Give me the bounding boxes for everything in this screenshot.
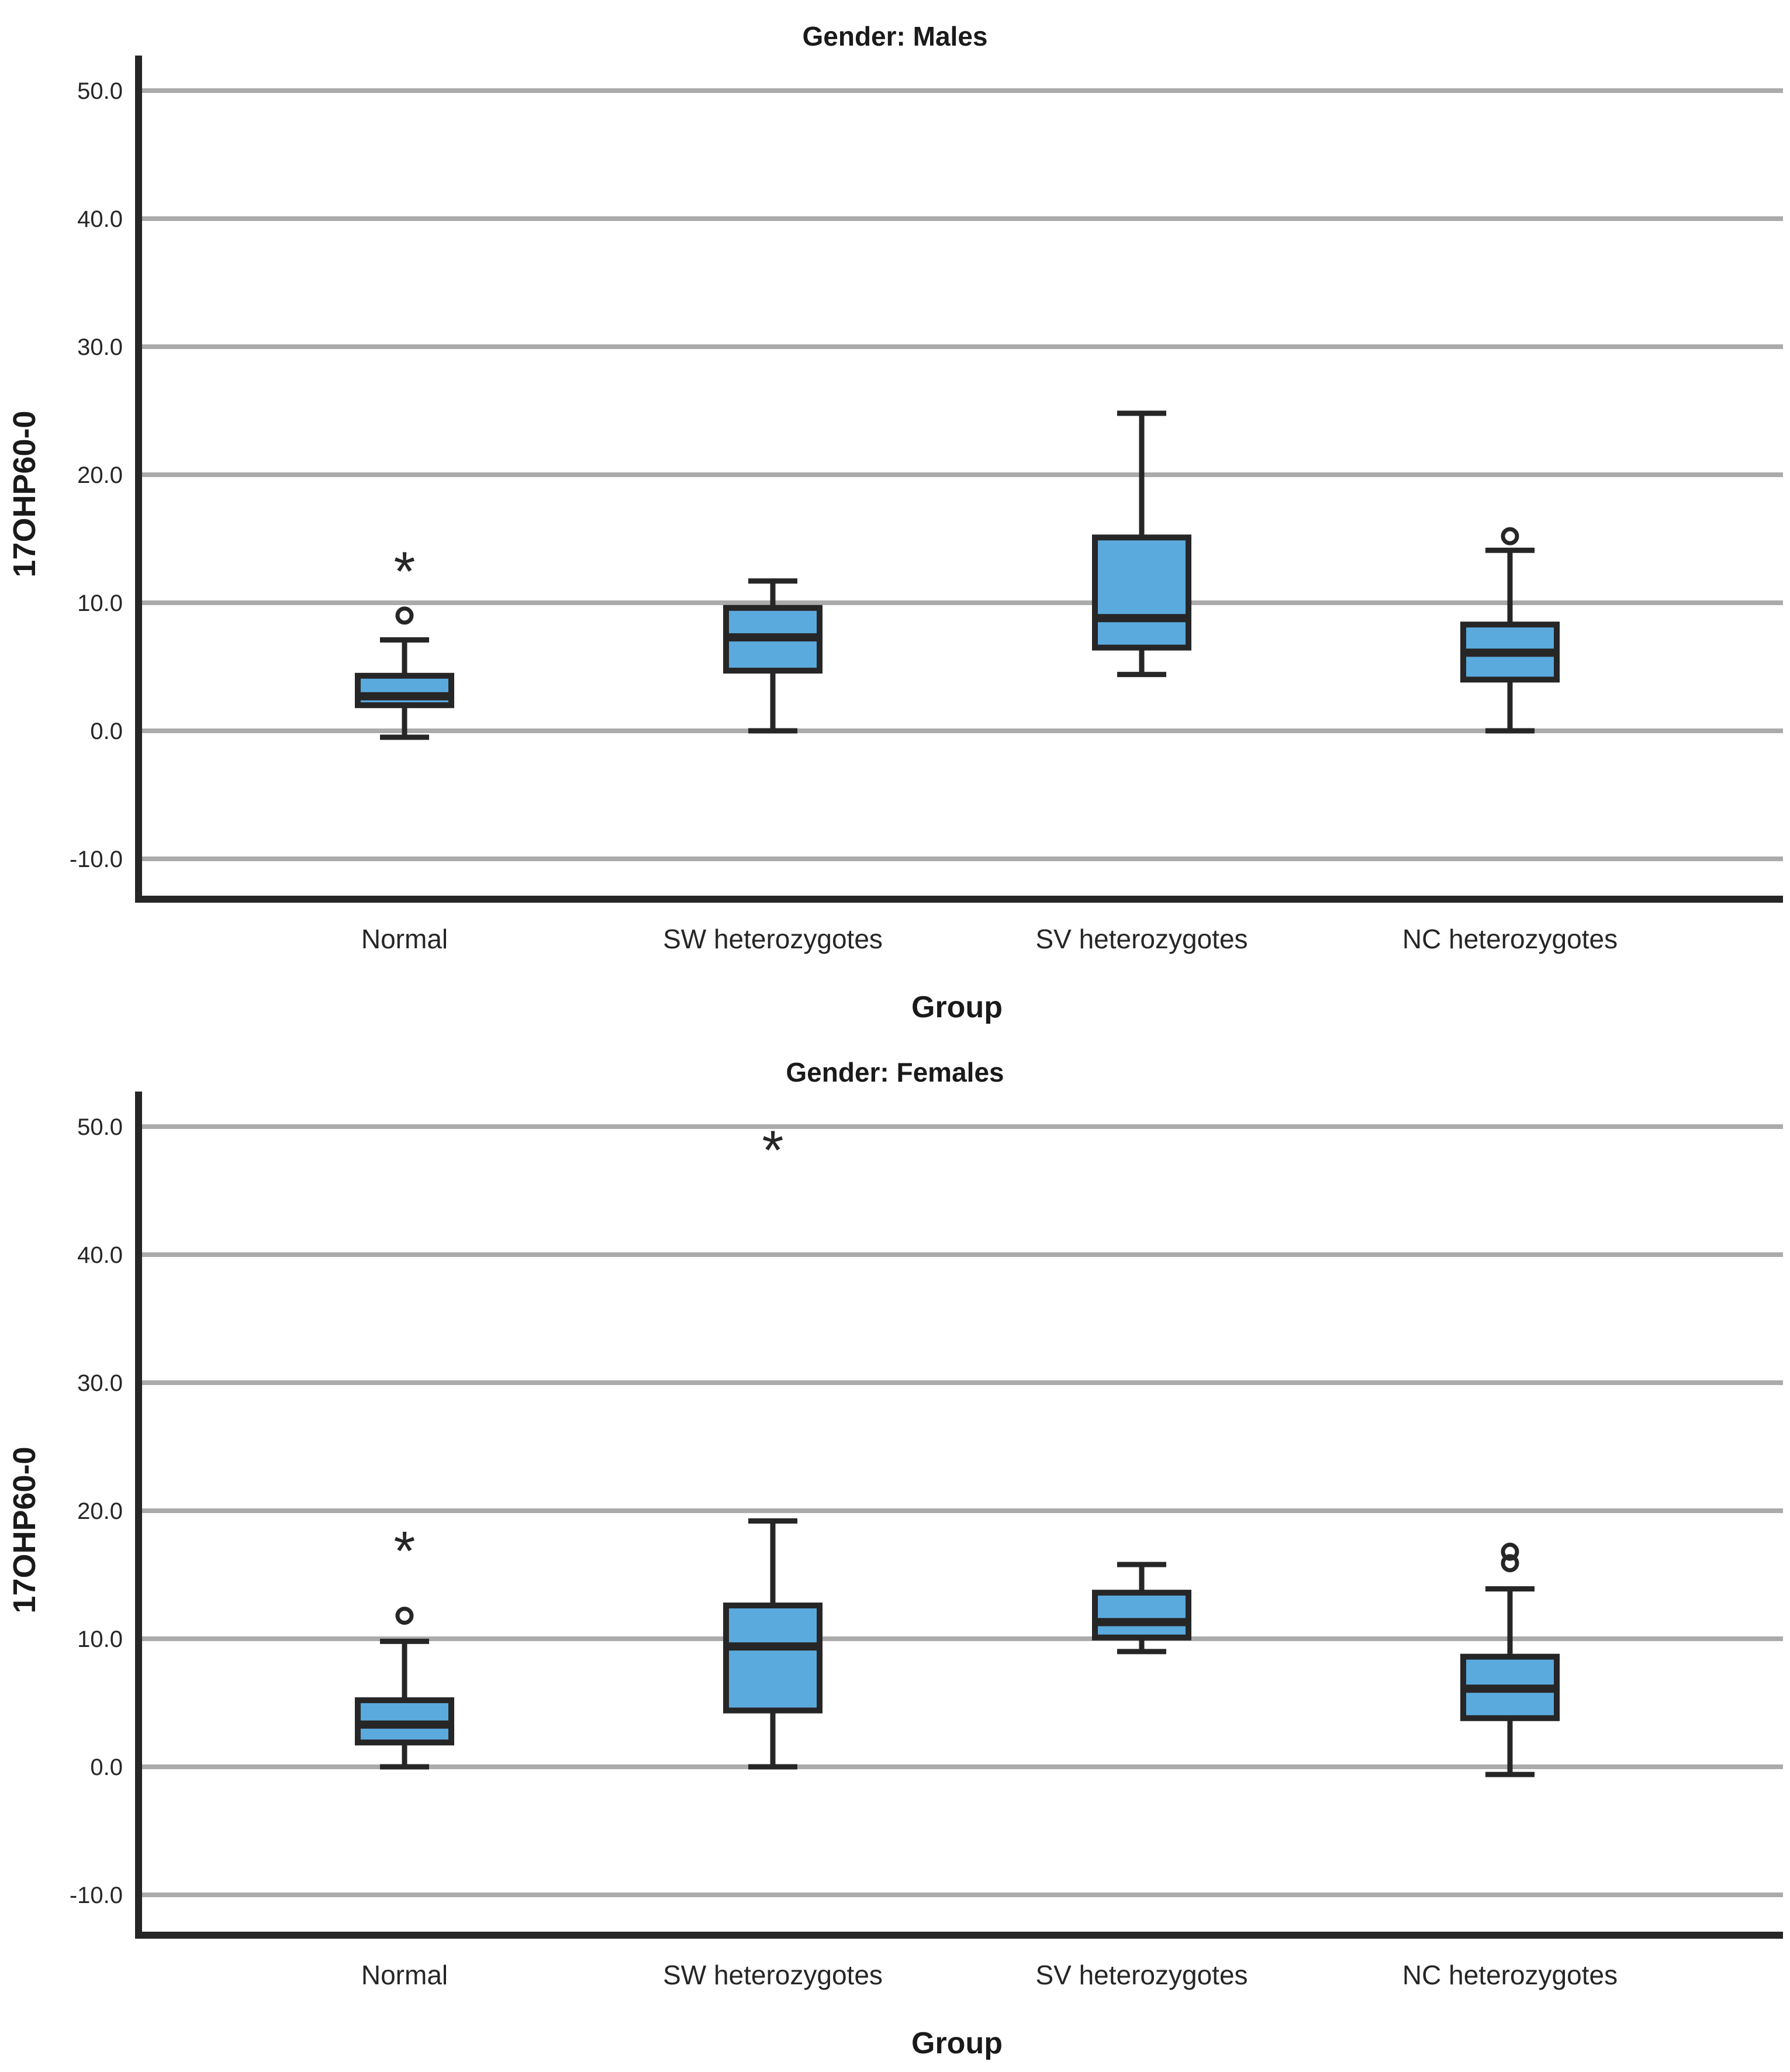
outlier-star-marker: * — [762, 1120, 784, 1182]
y-tick-label: 20.0 — [77, 462, 123, 488]
y-axis-label: 17OHP60-0 — [7, 410, 42, 577]
category-label: NC heterozygotes — [1402, 1960, 1618, 1990]
y-tick-label: 0.0 — [90, 1755, 123, 1780]
category-label: SW heterozygotes — [663, 924, 883, 954]
outlier-circle-marker — [395, 606, 414, 625]
y-axis-label: 17OHP60-0 — [7, 1446, 42, 1613]
series-layer: * — [355, 410, 1560, 740]
y-tick-label: 20.0 — [77, 1498, 123, 1524]
females-boxplot-panel: Gender: Females 17OHP60-0 50.0 40.0 30.0… — [0, 1036, 1790, 2072]
y-tick-label: -10.0 — [70, 847, 123, 872]
category-label: SW heterozygotes — [663, 1960, 883, 1990]
boxplot-nc-heterozygotes — [1460, 527, 1560, 734]
iqr-box — [723, 1603, 823, 1714]
y-tick-label: 30.0 — [77, 1370, 123, 1396]
x-axis-label: Group — [911, 990, 1003, 1024]
outlier-star-marker: * — [394, 540, 416, 602]
boxplot-normal: * — [355, 1520, 454, 1770]
y-tick-label: 30.0 — [77, 334, 123, 360]
boxplot-sw-heterozygotes: * — [723, 1120, 823, 1770]
y-tick-label: -10.0 — [70, 1883, 123, 1908]
category-label: SV heterozygotes — [1035, 1960, 1248, 1990]
chart-title: Gender: Females — [786, 1057, 1004, 1087]
outlier-star-marker: * — [394, 1520, 416, 1582]
chart-title: Gender: Males — [803, 21, 988, 51]
boxplot-sw-heterozygotes — [723, 578, 823, 734]
iqr-box — [1092, 534, 1191, 651]
gridlines-layer — [139, 1124, 1783, 1897]
y-tick-label: 40.0 — [77, 1242, 123, 1268]
y-tick-label: 40.0 — [77, 206, 123, 232]
y-tick-label: 0.0 — [90, 719, 123, 744]
iqr-box — [1092, 1590, 1191, 1641]
boxplot-sv-heterozygotes — [1092, 1562, 1191, 1655]
category-label: SV heterozygotes — [1035, 924, 1248, 954]
y-tick-label: 10.0 — [77, 590, 123, 616]
boxplot-normal: * — [355, 540, 454, 740]
boxplot-sv-heterozygotes — [1092, 410, 1191, 678]
x-axis-label: Group — [911, 2026, 1003, 2060]
y-tick-label: 10.0 — [77, 1626, 123, 1652]
females-chart: Gender: Females 17OHP60-0 50.0 40.0 30.0… — [7, 1057, 1783, 2060]
outlier-circle-marker — [1501, 527, 1519, 545]
y-tick-label: 50.0 — [77, 78, 123, 104]
series-layer: ** — [355, 1120, 1560, 1777]
iqr-box — [355, 672, 454, 709]
outlier-circle-marker — [1501, 1542, 1519, 1561]
y-tick-label: 50.0 — [77, 1114, 123, 1140]
outlier-circle-marker — [1501, 1554, 1519, 1573]
males-boxplot-panel: Gender: Males 17OHP60-0 50.0 40.0 30.0 2… — [7, 21, 1783, 1024]
outlier-circle-marker — [395, 1607, 414, 1625]
males-chart: Gender: Males 17OHP60-0 50.0 40.0 30.0 2… — [7, 21, 1783, 1024]
boxplot-nc-heterozygotes — [1460, 1542, 1560, 1777]
category-label: Normal — [361, 924, 448, 954]
category-label: NC heterozygotes — [1402, 924, 1618, 954]
category-label: Normal — [361, 1960, 448, 1990]
gridlines-layer — [139, 88, 1783, 861]
